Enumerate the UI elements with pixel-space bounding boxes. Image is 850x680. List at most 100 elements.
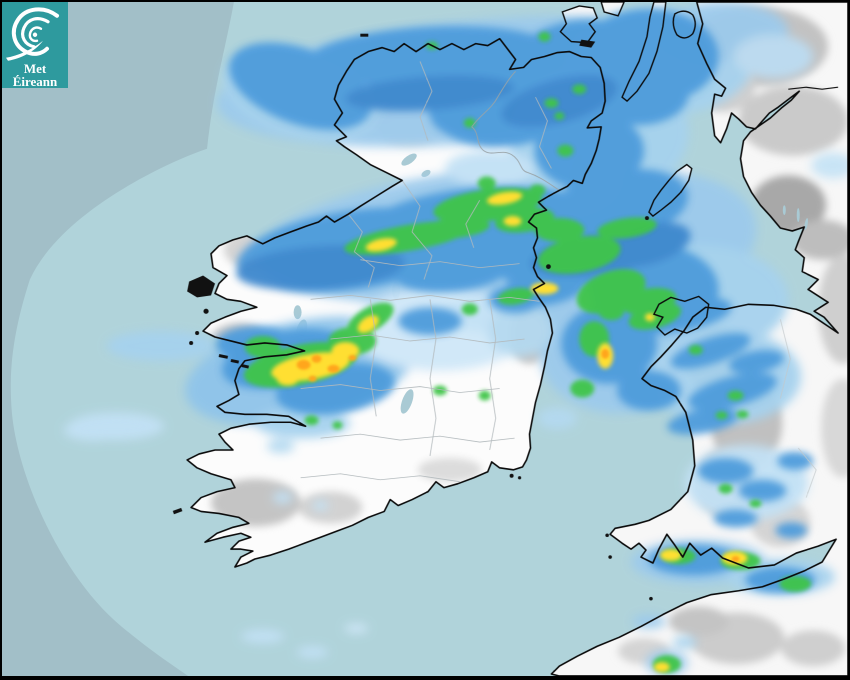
rain_green-shape	[544, 98, 559, 109]
rain_yellow-shape	[644, 313, 655, 322]
islets-shape	[360, 33, 369, 37]
lakes-shape	[421, 169, 431, 178]
rain_green-shape	[598, 302, 625, 321]
rain_green-shape	[244, 336, 281, 358]
lakes-shape	[400, 389, 414, 414]
rain_base-shape	[733, 34, 814, 79]
rain_green-shape	[718, 483, 733, 494]
islets-shape	[187, 275, 215, 298]
borders-shape	[310, 294, 540, 302]
rain_mid-shape	[775, 522, 808, 539]
islets-shape	[546, 264, 551, 270]
rain_base-shape	[537, 407, 578, 430]
rain_mid-shape	[398, 307, 462, 336]
rain_mid-shape	[728, 350, 784, 374]
borders-shape	[300, 384, 500, 393]
rain_mid-shape	[236, 245, 405, 291]
borders-shape	[797, 447, 817, 498]
rain_base-shape	[444, 150, 535, 187]
rain_base-shape	[63, 419, 124, 442]
rain_green-shape	[420, 217, 490, 239]
terrain_gb-shape	[668, 606, 729, 637]
islets-shape	[788, 86, 839, 90]
rain-intense-layer	[296, 348, 740, 563]
rain_yellow-shape	[365, 238, 397, 252]
rain_yellow-shape	[503, 216, 522, 227]
rain_green-shape	[534, 218, 585, 242]
rain_green-shape	[727, 390, 744, 401]
islets-shape	[517, 476, 522, 480]
rain_mid-shape	[670, 333, 751, 369]
rain_yellow-shape	[653, 662, 670, 673]
rain_green-shape	[529, 184, 546, 197]
rain_base-shape	[487, 305, 552, 357]
met-eireann-logo: Met Éireann	[2, 2, 68, 88]
terrain_gb-shape	[818, 254, 848, 364]
islets-shape	[218, 354, 229, 359]
rain_green-shape	[461, 303, 478, 316]
borders-shape	[369, 299, 377, 417]
logo-text-met: Met	[23, 60, 47, 76]
islets-shape	[579, 39, 596, 48]
borders-shape	[429, 299, 437, 457]
borders-shape	[320, 433, 515, 443]
islets-shape	[203, 308, 209, 314]
rain_mid-shape	[697, 457, 754, 484]
rain_orange-shape	[296, 359, 311, 370]
rain_green-shape	[557, 144, 574, 157]
rain_base-shape	[344, 623, 369, 634]
rain_green-shape	[779, 575, 812, 592]
rain_mid-shape	[345, 75, 515, 111]
rain-very-heavy-layer	[271, 191, 748, 673]
rain_green-shape	[538, 31, 551, 42]
rain_yellow-shape	[486, 191, 523, 205]
rain_green-shape	[537, 235, 621, 274]
lakes-shape	[782, 205, 786, 216]
rain_green-shape	[570, 379, 595, 398]
rain_base-shape	[811, 152, 848, 179]
rain_orange-shape	[311, 354, 322, 363]
rain_base-shape	[106, 331, 216, 361]
rain_yellow-shape	[659, 549, 682, 562]
rain_base-shape	[240, 629, 285, 644]
rain_mid-shape	[777, 451, 814, 470]
islets-shape	[241, 364, 249, 369]
sea-shape	[2, 2, 234, 676]
rain_green-shape	[554, 112, 565, 120]
lakes-shape	[796, 208, 800, 223]
terrain_gb-shape	[821, 378, 848, 478]
county-borders-layer	[300, 61, 817, 498]
rain_green-shape	[463, 117, 476, 128]
rain_green-shape	[688, 344, 703, 355]
rain_yellow-shape	[530, 282, 559, 295]
lakes-shape	[401, 153, 417, 166]
logo-text-eireann: Éireann	[12, 73, 58, 89]
rain_green-shape	[572, 84, 587, 95]
rain_green-shape	[736, 410, 749, 419]
rain_mid-shape	[617, 370, 681, 411]
rain_mid-shape	[501, 75, 618, 128]
hurricane-swirl-icon	[6, 7, 59, 61]
rain_green-shape	[715, 411, 728, 420]
islets-shape	[649, 596, 653, 601]
rain_green-shape	[597, 217, 657, 239]
borders-shape	[535, 96, 552, 169]
rain_green-shape	[477, 176, 496, 191]
islets-shape	[605, 533, 609, 538]
rain_green-shape	[432, 385, 447, 396]
rain_mid-shape	[589, 61, 689, 125]
lakes-shape	[293, 305, 302, 320]
islets-shape	[195, 331, 200, 336]
rain_mid-shape	[392, 247, 512, 292]
borders-shape	[401, 180, 433, 280]
terrain_gb-shape	[791, 220, 848, 260]
islets-shape	[230, 359, 239, 364]
borders-shape	[419, 61, 433, 141]
rain_base-shape	[312, 500, 329, 511]
borders-shape	[465, 200, 481, 248]
islets-shape	[644, 216, 649, 221]
terrain_ire-shape	[298, 491, 363, 524]
rain_green-shape	[332, 421, 343, 430]
borders-shape	[348, 213, 375, 288]
